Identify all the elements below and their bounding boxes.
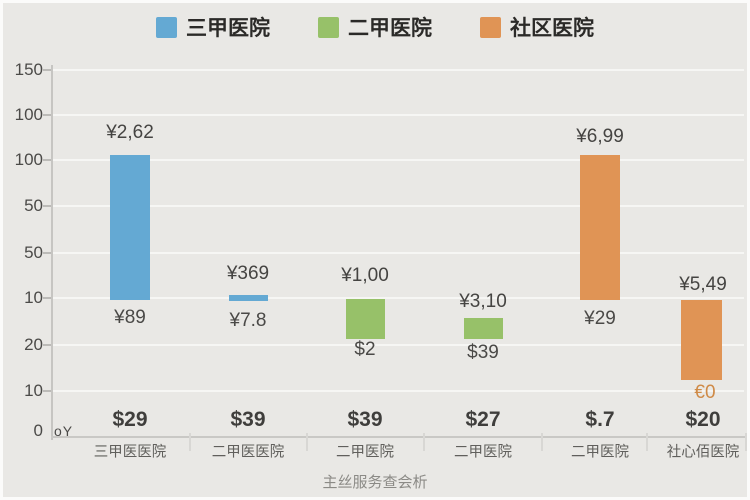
bar-mid-label: ¥89 <box>114 307 146 328</box>
bar-top-label: ¥5,49 <box>679 274 727 295</box>
group-value-label: $39 <box>347 408 383 431</box>
y-axis-tick <box>43 390 52 392</box>
bar <box>229 295 268 301</box>
category-label: 二甲医院 <box>571 444 629 461</box>
bar-top-label: ¥369 <box>226 263 270 284</box>
y-axis-label: 100 <box>14 105 43 124</box>
chart-title: 主丝服务查会析 <box>322 474 428 491</box>
bar <box>110 155 150 300</box>
x-axis-separator <box>189 433 191 451</box>
gridline <box>52 159 744 161</box>
y-axis-label: 20 <box>24 335 43 354</box>
bar <box>346 299 385 339</box>
y-axis-label: 150 <box>14 60 43 79</box>
group-value-label: $20 <box>685 408 721 431</box>
legend-item: 社区医院 <box>480 12 594 42</box>
legend-swatch-icon <box>480 16 501 38</box>
y-axis-label: 100 <box>14 150 43 169</box>
bar-top-label: ¥1,00 <box>341 265 389 286</box>
gridline <box>52 390 744 392</box>
category-label: 社心佰医院 <box>666 444 740 461</box>
category-label: 二甲医院 <box>454 444 512 461</box>
gridline <box>52 69 744 71</box>
x-axis-separator <box>646 433 648 451</box>
group-value-label: $29 <box>112 408 148 431</box>
bar <box>464 318 503 339</box>
x-axis-line <box>51 436 747 438</box>
y-axis-label: 10 <box>24 288 43 307</box>
legend-item: 二甲医院 <box>318 12 432 42</box>
legend-swatch-icon <box>156 16 177 38</box>
gridline <box>52 252 744 254</box>
group-value-label: $39 <box>230 408 266 431</box>
y-axis-tick <box>43 205 52 207</box>
bar-mid-label: $39 <box>467 342 499 363</box>
gridline <box>52 114 744 116</box>
y-axis-label: 0 <box>33 421 43 440</box>
y-axis-tick <box>43 114 52 116</box>
gridline <box>52 297 744 299</box>
y-axis-tick <box>43 297 52 299</box>
y-axis-label: 50 <box>24 196 43 215</box>
bar-mid-label: €0 <box>694 382 716 403</box>
category-label: 二甲医医院 <box>211 444 285 461</box>
group-value-label: $.7 <box>585 408 615 431</box>
y-axis-tick <box>43 69 52 71</box>
legend-label: 社区医院 <box>510 17 594 40</box>
bar-mid-label: $2 <box>354 339 376 360</box>
y-axis-line <box>51 65 53 440</box>
bar-mid-label: ¥7.8 <box>229 310 267 331</box>
legend-label: 二甲医院 <box>348 17 432 40</box>
x-axis-separator <box>423 433 425 451</box>
gridline <box>52 205 744 207</box>
bar-mid-label: ¥29 <box>584 308 616 329</box>
category-label: 三甲医医院 <box>93 444 167 461</box>
origin-mark: oY <box>54 423 74 439</box>
legend-item: 三甲医院 <box>156 12 270 42</box>
y-axis-label: 10 <box>24 381 43 400</box>
bar <box>580 155 620 300</box>
gridline <box>52 344 744 346</box>
bar <box>681 300 722 380</box>
y-axis-label: 50 <box>24 243 43 262</box>
y-axis-tick <box>43 252 52 254</box>
legend-swatch-icon <box>318 16 339 38</box>
y-axis-tick <box>43 159 52 161</box>
bar-top-label: ¥6,99 <box>576 126 624 147</box>
x-axis-separator <box>306 433 308 451</box>
y-axis-tick <box>43 344 52 346</box>
chart-legend: 三甲医院 二甲医院 社区医院 <box>3 12 747 42</box>
x-axis-separator <box>541 433 543 451</box>
legend-label: 三甲医院 <box>186 17 270 40</box>
group-value-label: $27 <box>465 408 501 431</box>
bar-top-label: ¥3,10 <box>459 291 507 312</box>
category-label: 二甲医院 <box>336 444 394 461</box>
x-axis-separator <box>745 433 747 451</box>
bar-top-label: ¥2,62 <box>106 122 154 143</box>
